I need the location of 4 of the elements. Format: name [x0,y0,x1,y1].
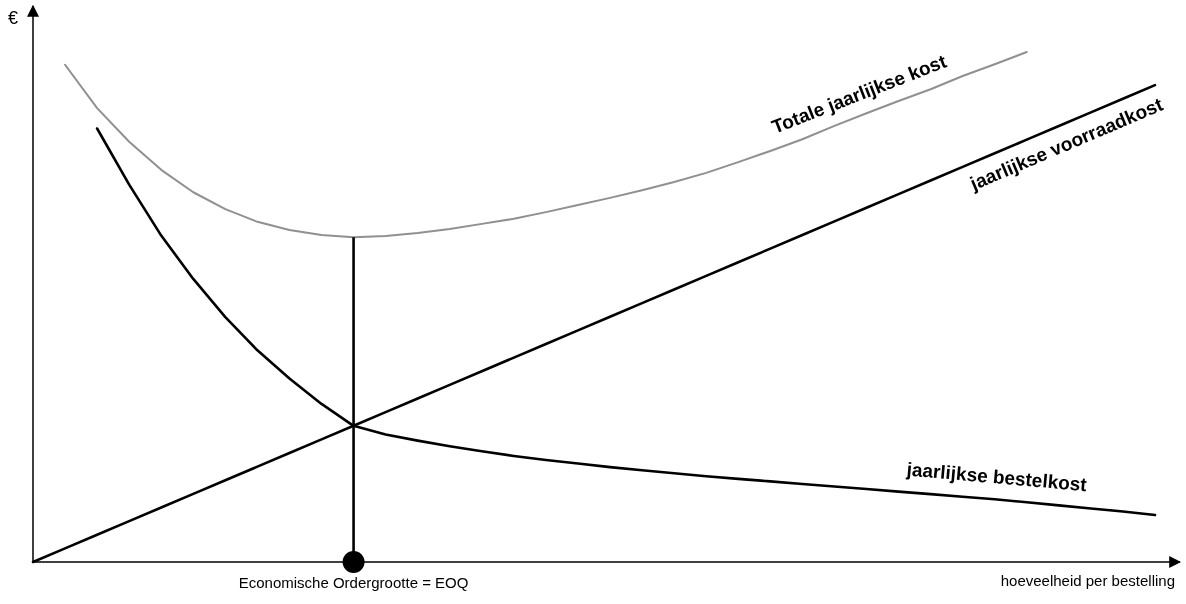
x-axis-title: hoeveelheid per bestelling [1000,572,1175,589]
series-label: jaarlijkse bestelkost [904,458,1089,496]
text: Economische Ordergrootte = EOQ [238,574,469,591]
y-axis-title: € [8,8,19,28]
